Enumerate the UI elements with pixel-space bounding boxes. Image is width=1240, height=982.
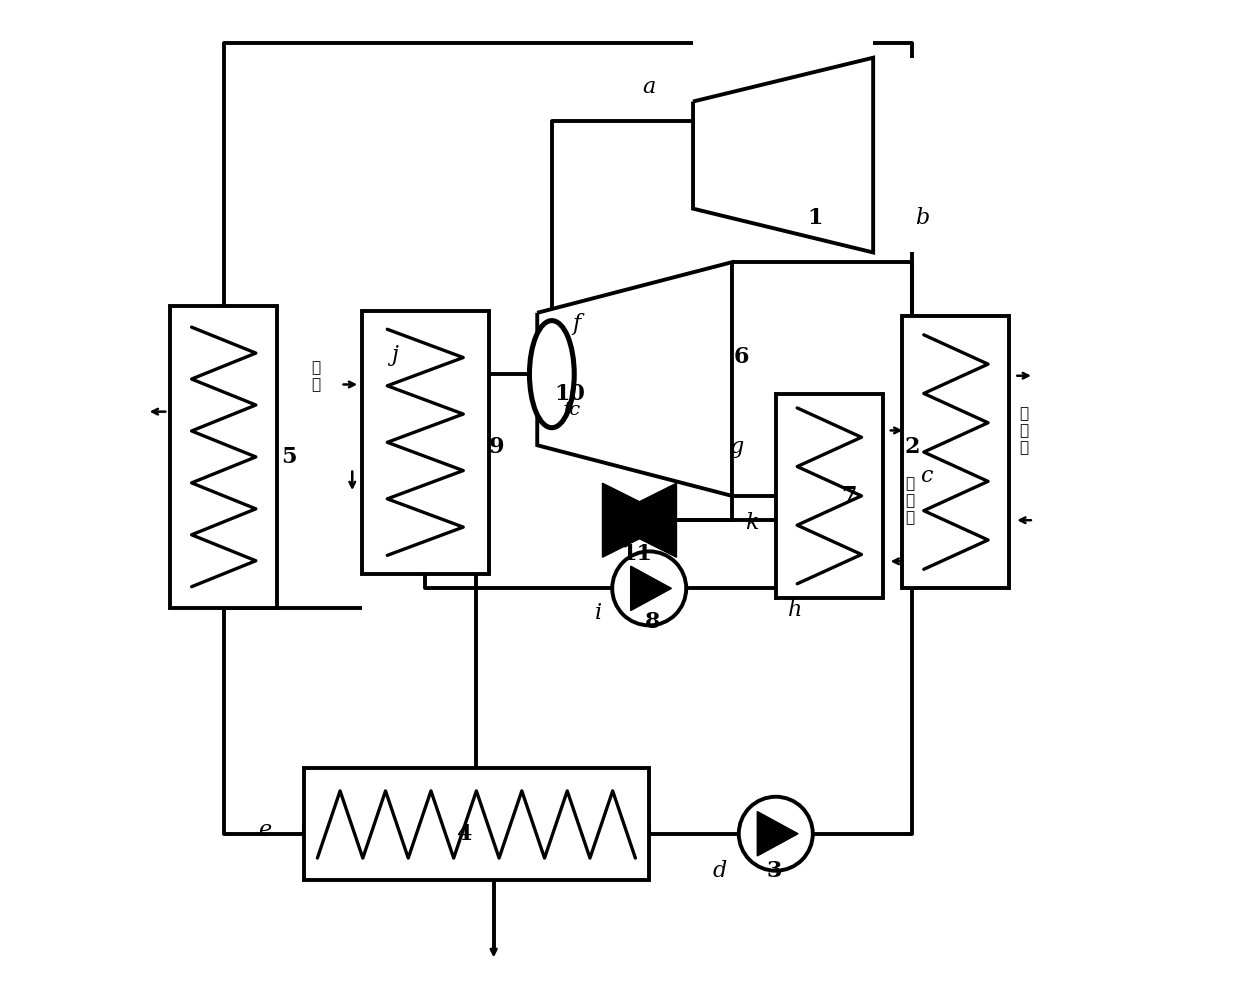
Text: 冷
却
水: 冷 却 水 bbox=[905, 476, 915, 525]
Ellipse shape bbox=[529, 320, 574, 428]
Text: 8: 8 bbox=[645, 612, 660, 633]
Text: 7: 7 bbox=[841, 485, 857, 507]
Bar bbox=[170, 306, 278, 608]
Text: 冷
却
水: 冷 却 水 bbox=[1019, 406, 1029, 456]
Text: 1: 1 bbox=[807, 207, 822, 230]
Circle shape bbox=[739, 796, 812, 871]
Text: e: e bbox=[258, 819, 272, 841]
Text: 4: 4 bbox=[456, 823, 472, 845]
Polygon shape bbox=[631, 567, 671, 611]
Polygon shape bbox=[537, 262, 732, 496]
Bar bbox=[776, 394, 883, 598]
Text: f: f bbox=[572, 312, 580, 335]
Text: 5: 5 bbox=[281, 446, 296, 467]
Bar bbox=[362, 311, 489, 573]
Text: 热
源: 热 源 bbox=[311, 360, 321, 392]
Text: 3: 3 bbox=[766, 859, 781, 882]
Circle shape bbox=[613, 551, 686, 626]
Bar bbox=[903, 316, 1009, 588]
Text: 6: 6 bbox=[734, 346, 749, 367]
Text: c: c bbox=[920, 465, 932, 487]
Text: 9: 9 bbox=[489, 436, 505, 459]
Text: d: d bbox=[712, 859, 727, 882]
Bar bbox=[304, 769, 650, 881]
Text: k: k bbox=[745, 513, 758, 534]
Polygon shape bbox=[693, 58, 873, 252]
Text: fc: fc bbox=[562, 402, 580, 419]
Text: g: g bbox=[729, 436, 744, 459]
Text: 2: 2 bbox=[904, 436, 920, 459]
Text: a: a bbox=[642, 76, 656, 98]
Polygon shape bbox=[758, 811, 799, 856]
Text: b: b bbox=[915, 207, 929, 230]
Text: j: j bbox=[391, 344, 398, 365]
Text: 11: 11 bbox=[621, 543, 652, 566]
Text: i: i bbox=[595, 602, 603, 624]
Polygon shape bbox=[603, 483, 677, 557]
Polygon shape bbox=[603, 483, 677, 557]
Text: 10: 10 bbox=[554, 383, 585, 405]
Text: h: h bbox=[789, 599, 802, 621]
